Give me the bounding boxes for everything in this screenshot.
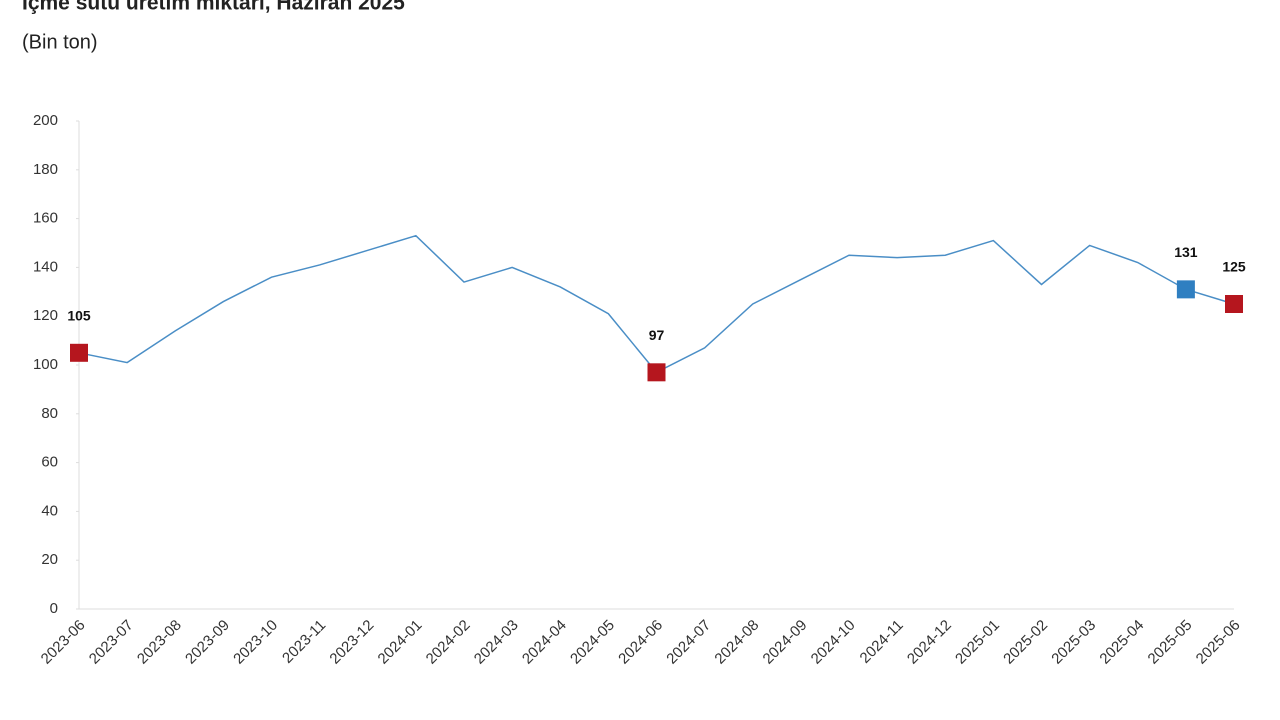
chart-title: İçme sütü üretim miktarı, Haziran 2025 <box>22 0 405 15</box>
y-tick-label: 60 <box>41 454 58 471</box>
x-tick-label: 2025-04 <box>1096 617 1147 668</box>
x-tick-label: 2025-02 <box>1000 617 1051 668</box>
x-tick-label: 2025-05 <box>1145 617 1196 668</box>
data-label: 131 <box>1174 244 1198 260</box>
x-tick-label: 2024-12 <box>904 617 955 668</box>
line <box>78 234 1235 374</box>
y-tick-label: 160 <box>33 210 58 227</box>
y-tick-label: 180 <box>33 161 58 178</box>
marker <box>1176 280 1195 299</box>
x-tick-label: 2023-09 <box>182 617 233 668</box>
x-tick-label: 2024-08 <box>711 617 762 668</box>
data-label: 97 <box>649 327 665 343</box>
x-tick-label: 2025-06 <box>1193 617 1244 668</box>
x-tick-label: 2023-08 <box>134 617 185 668</box>
x-tick-label: 2025-03 <box>1048 617 1099 668</box>
y-tick-label: 20 <box>41 551 58 568</box>
y-tick-label: 140 <box>33 258 58 275</box>
x-tick-label: 2025-01 <box>952 617 1003 668</box>
x-tick-label: 2023-07 <box>86 617 137 668</box>
y-tick-label: 40 <box>41 502 58 519</box>
y-tick-label: 200 <box>33 112 58 129</box>
y-tick-label: 120 <box>33 307 58 324</box>
x-tick-label: 2024-04 <box>519 617 570 668</box>
x-tick-label: 2024-05 <box>567 617 618 668</box>
x-tick-label: 2023-10 <box>230 617 281 668</box>
x-tick-label: 2023-11 <box>279 617 329 667</box>
x-tick-label: 2024-02 <box>423 617 474 668</box>
y-tick-label: 100 <box>33 356 58 373</box>
marker <box>70 343 88 362</box>
x-tick-label: 2024-07 <box>663 617 714 668</box>
y-tick-label: 0 <box>50 600 58 617</box>
x-tick-label: 2023-12 <box>326 617 377 668</box>
y-tick-label: 80 <box>41 405 58 422</box>
x-tick-label: 2024-10 <box>808 617 859 668</box>
x-tick-label: 2024-06 <box>615 617 666 668</box>
data-label: 105 <box>67 308 91 324</box>
x-tick-label: 2024-09 <box>760 617 811 668</box>
chart-subtitle: (Bin ton) <box>22 31 98 53</box>
marker <box>1225 295 1243 313</box>
x-tick-label: 2023-06 <box>38 617 89 668</box>
x-tick-label: 2024-03 <box>471 617 522 668</box>
data-label: 125 <box>1222 259 1246 275</box>
marker <box>647 363 666 382</box>
x-tick-label: 2024-11 <box>857 617 907 667</box>
x-tick-label: 2024-01 <box>375 617 426 668</box>
